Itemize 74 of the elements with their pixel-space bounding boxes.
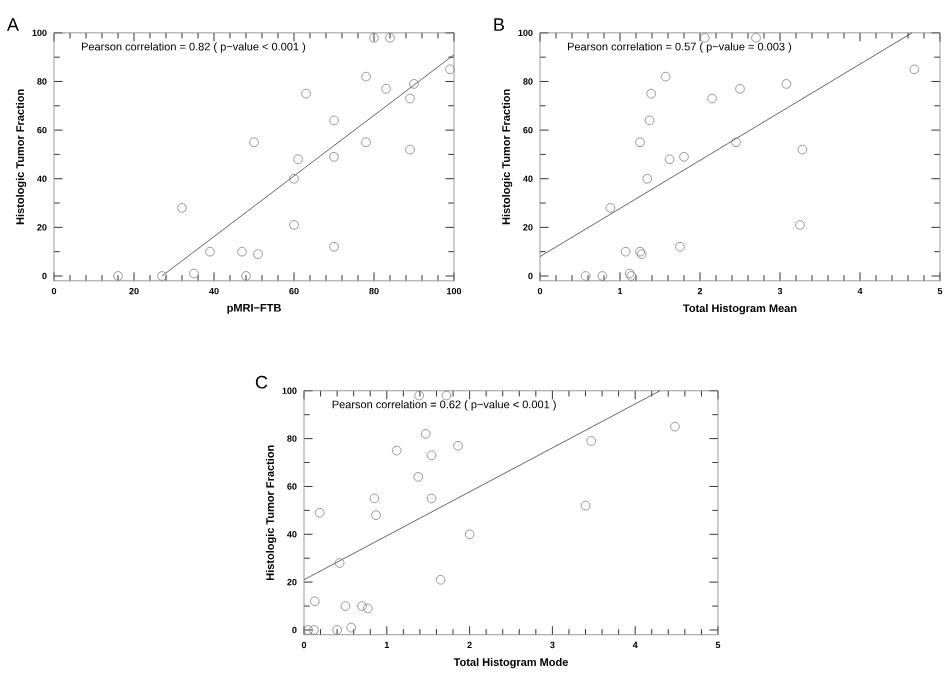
point xyxy=(635,137,645,148)
point xyxy=(340,601,351,611)
point xyxy=(679,152,689,162)
point xyxy=(675,242,685,252)
point xyxy=(391,445,402,456)
point xyxy=(189,268,199,279)
point xyxy=(289,173,299,184)
text: C xyxy=(255,375,268,389)
point xyxy=(361,71,371,82)
point xyxy=(664,154,675,165)
point xyxy=(644,115,655,126)
point xyxy=(620,246,631,257)
point xyxy=(303,625,313,635)
point xyxy=(289,220,299,230)
point xyxy=(414,390,424,401)
point xyxy=(707,93,717,104)
point xyxy=(241,271,251,281)
point xyxy=(580,500,591,511)
point xyxy=(413,472,424,482)
point xyxy=(346,622,356,633)
point xyxy=(646,88,656,99)
point xyxy=(670,421,680,432)
point xyxy=(909,64,920,75)
point xyxy=(409,79,419,89)
point xyxy=(642,173,652,184)
point xyxy=(453,440,463,451)
point xyxy=(385,32,395,43)
point xyxy=(309,596,320,607)
point xyxy=(660,71,671,82)
point xyxy=(369,32,379,43)
point xyxy=(249,137,259,148)
point xyxy=(700,32,710,43)
point xyxy=(309,625,319,635)
point xyxy=(405,93,415,104)
point xyxy=(329,115,339,126)
point xyxy=(605,203,616,213)
point xyxy=(253,249,263,259)
point xyxy=(381,83,391,94)
text: A xyxy=(6,18,19,31)
point xyxy=(797,144,808,155)
point xyxy=(329,152,339,162)
point xyxy=(113,271,123,281)
point xyxy=(371,510,381,520)
point xyxy=(464,529,475,540)
point xyxy=(751,32,761,43)
point xyxy=(420,429,431,439)
point xyxy=(314,507,325,518)
point xyxy=(237,246,247,257)
point xyxy=(795,220,805,230)
point xyxy=(586,436,597,446)
point xyxy=(362,603,373,614)
point xyxy=(205,246,215,257)
point xyxy=(426,450,437,461)
point xyxy=(301,88,311,99)
point xyxy=(157,271,167,281)
point xyxy=(441,390,452,401)
point xyxy=(735,83,745,94)
point xyxy=(293,154,303,165)
point xyxy=(329,242,339,252)
point xyxy=(332,625,342,635)
point xyxy=(361,137,371,148)
point xyxy=(435,574,446,585)
point xyxy=(369,493,380,504)
point xyxy=(781,79,792,89)
text: B xyxy=(494,18,504,31)
point xyxy=(597,271,608,281)
point xyxy=(177,203,187,213)
point xyxy=(426,493,437,504)
point xyxy=(334,558,345,568)
point xyxy=(445,64,455,75)
point xyxy=(580,271,591,281)
point xyxy=(731,137,741,148)
point xyxy=(357,601,367,611)
point xyxy=(405,144,415,155)
